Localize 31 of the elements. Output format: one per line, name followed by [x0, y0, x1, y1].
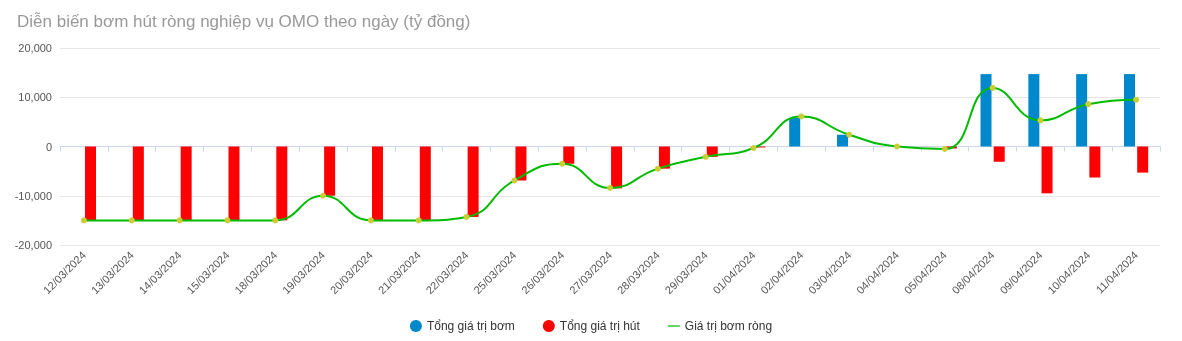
bar — [467, 146, 479, 217]
y-tick-label: -20,000 — [14, 239, 52, 251]
bar — [789, 117, 801, 147]
legend-label: Tổng giá trị hút — [559, 319, 641, 333]
bar — [132, 146, 144, 221]
y-tick-label: 20,000 — [18, 42, 52, 54]
bar — [1089, 146, 1101, 178]
y-tick-label: -10,000 — [14, 189, 52, 202]
y-tick-label: 0 — [45, 140, 52, 153]
bar — [85, 146, 97, 221]
bar — [993, 146, 1005, 162]
bar — [563, 146, 575, 164]
bar — [1041, 146, 1053, 194]
bar — [837, 134, 849, 147]
legend-label: Giá trị bơm ròng — [684, 319, 773, 333]
bar — [1028, 74, 1040, 147]
bar — [228, 146, 240, 221]
bar — [980, 74, 992, 147]
bar — [611, 146, 623, 189]
bar — [324, 146, 336, 196]
y-tick-label: 10,000 — [18, 91, 52, 104]
bar — [419, 146, 431, 221]
bar — [1076, 74, 1088, 147]
legend-label: Tổng giá trị bơm — [426, 319, 515, 333]
bar — [515, 146, 527, 181]
bar — [1123, 74, 1135, 147]
chart-title: Diễn biến bơm hút ròng nghiệp vụ OMO theo ngày (tỷ đồng) — [17, 12, 471, 31]
bar — [276, 146, 288, 221]
bar — [180, 146, 192, 221]
bar — [1137, 146, 1149, 173]
bar — [371, 146, 383, 221]
